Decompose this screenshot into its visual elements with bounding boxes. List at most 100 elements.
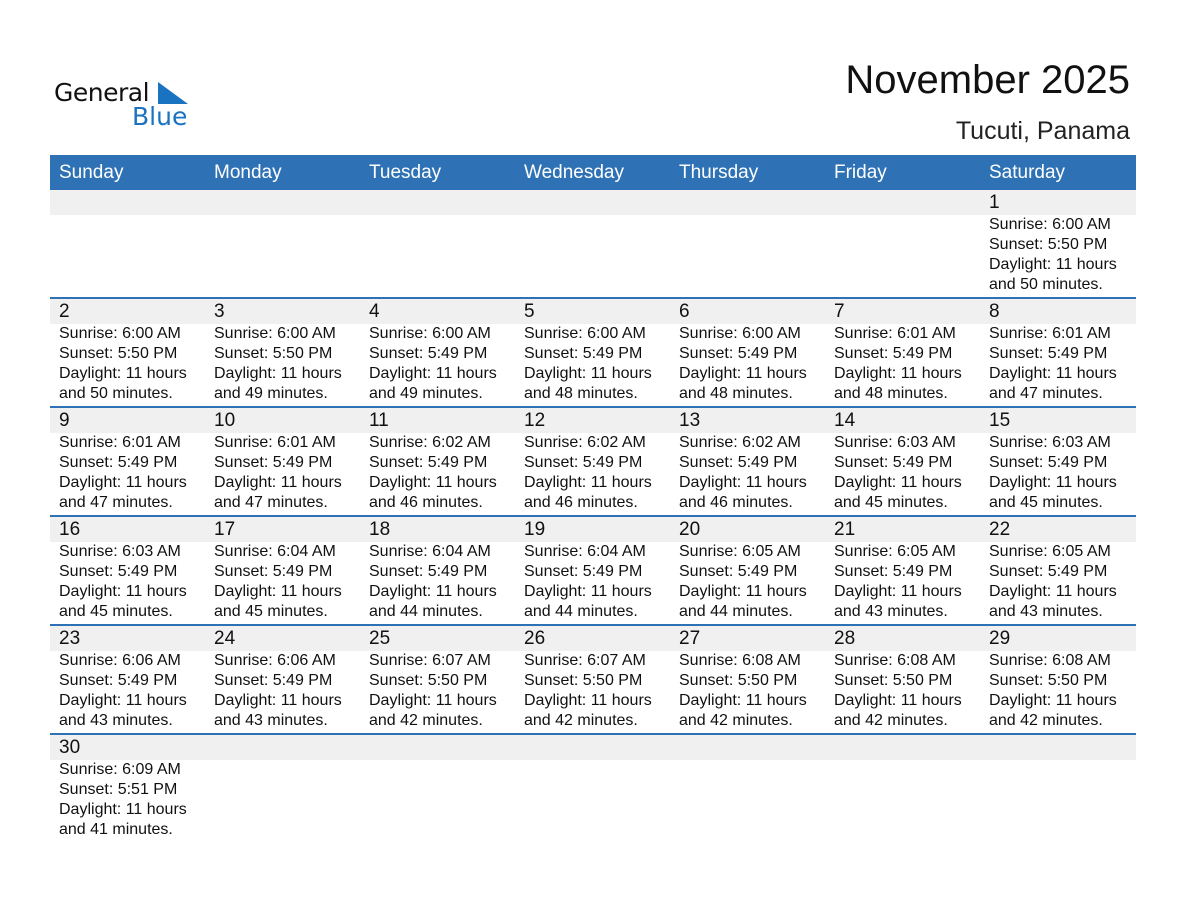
date-number (205, 735, 360, 760)
sunrise-text: Sunrise: 6:03 AM (989, 434, 1111, 451)
empty-cell (360, 190, 515, 297)
daylight-text: and 46 minutes. (524, 494, 638, 511)
daylight-text: Daylight: 11 hours (369, 692, 497, 709)
date-number (670, 735, 825, 760)
day-cell: 8 Sunrise: 6:01 AM Sunset: 5:49 PM Daylight… (980, 299, 1136, 406)
daylight-text: Daylight: 11 hours (59, 801, 187, 818)
day-cell: 9 Sunrise: 6:01 AM Sunset: 5:49 PM Daylight… (50, 408, 205, 515)
daylight-text: and 45 minutes. (989, 494, 1103, 511)
daylight-text: Daylight: 11 hours (679, 583, 807, 600)
week-row: 23 Sunrise: 6:06 AM Sunset: 5:49 PM Dayligh… (50, 626, 1136, 735)
day-cell: 19 Sunrise: 6:04 AM Sunset: 5:49 PM Dayligh… (515, 517, 670, 624)
daylight-text: Daylight: 11 hours (679, 474, 807, 491)
sunset-text: Sunset: 5:49 PM (679, 454, 798, 471)
sunset-text: Sunset: 5:50 PM (214, 345, 333, 362)
day-cell: 23 Sunrise: 6:06 AM Sunset: 5:49 PM Dayligh… (50, 626, 205, 733)
date-number (825, 735, 980, 760)
date-number: 30 (50, 735, 205, 760)
daylight-text: and 48 minutes. (524, 385, 638, 402)
sunset-text: Sunset: 5:49 PM (369, 454, 488, 471)
sunrise-text: Sunrise: 6:06 AM (59, 652, 181, 669)
daylight-text: Daylight: 11 hours (524, 474, 652, 491)
daylight-text: and 50 minutes. (59, 385, 173, 402)
week-row: 30 Sunrise: 6:09 AM Sunset: 5:51 PM Dayligh… (50, 735, 1136, 842)
calendar-grid: Sunday Monday Tuesday Wednesday Thursday Frid… (50, 155, 1136, 842)
date-number: 10 (205, 408, 360, 433)
sunrise-text: Sunrise: 6:01 AM (214, 434, 336, 451)
sunrise-text: Sunrise: 6:07 AM (369, 652, 491, 669)
sunset-text: Sunset: 5:51 PM (59, 781, 178, 798)
date-number (980, 735, 1136, 760)
date-number (670, 190, 825, 215)
date-number: 13 (670, 408, 825, 433)
day-cell: 15 Sunrise: 6:03 AM Sunset: 5:49 PM Dayligh… (980, 408, 1136, 515)
day-cell: 14 Sunrise: 6:03 AM Sunset: 5:49 PM Dayligh… (825, 408, 980, 515)
daylight-text: and 43 minutes. (59, 712, 173, 729)
daylight-text: Daylight: 11 hours (989, 583, 1117, 600)
daylight-text: and 45 minutes. (59, 603, 173, 620)
daylight-text: and 49 minutes. (369, 385, 483, 402)
date-number: 8 (980, 299, 1136, 324)
weekday-tuesday: Tuesday (369, 162, 442, 183)
date-number (50, 190, 205, 215)
sunset-text: Sunset: 5:49 PM (524, 454, 643, 471)
day-cell: 29 Sunrise: 6:08 AM Sunset: 5:50 PM Dayligh… (980, 626, 1136, 733)
sunrise-text: Sunrise: 6:08 AM (834, 652, 956, 669)
empty-cell (825, 735, 980, 842)
daylight-text: and 43 minutes. (834, 603, 948, 620)
calendar-weeks: 1 Sunrise: 6:00 AM Sunset: 5:50 PM Daylight… (50, 190, 1136, 842)
day-cell: 25 Sunrise: 6:07 AM Sunset: 5:50 PM Dayligh… (360, 626, 515, 733)
daylight-text: and 42 minutes. (524, 712, 638, 729)
sunrise-text: Sunrise: 6:00 AM (524, 325, 646, 342)
sunrise-text: Sunrise: 6:00 AM (679, 325, 801, 342)
date-number: 2 (50, 299, 205, 324)
daylight-text: and 42 minutes. (369, 712, 483, 729)
date-number: 28 (825, 626, 980, 651)
sunrise-text: Sunrise: 6:00 AM (59, 325, 181, 342)
daylight-text: Daylight: 11 hours (369, 365, 497, 382)
logo: General Blue (54, 78, 194, 131)
date-number: 18 (360, 517, 515, 542)
date-number: 14 (825, 408, 980, 433)
sunset-text: Sunset: 5:49 PM (834, 454, 953, 471)
date-number: 5 (515, 299, 670, 324)
daylight-text: Daylight: 11 hours (834, 692, 962, 709)
date-number: 23 (50, 626, 205, 651)
sunset-text: Sunset: 5:50 PM (59, 345, 178, 362)
daylight-text: Daylight: 11 hours (679, 692, 807, 709)
day-cell: 30 Sunrise: 6:09 AM Sunset: 5:51 PM Dayligh… (50, 735, 205, 842)
daylight-text: Daylight: 11 hours (59, 474, 187, 491)
sunset-text: Sunset: 5:50 PM (989, 672, 1108, 689)
daylight-text: Daylight: 11 hours (214, 474, 342, 491)
date-number (515, 735, 670, 760)
daylight-text: Daylight: 11 hours (989, 474, 1117, 491)
weekday-monday: Monday (214, 162, 282, 183)
date-number: 26 (515, 626, 670, 651)
week-row: 16 Sunrise: 6:03 AM Sunset: 5:49 PM Dayligh… (50, 517, 1136, 626)
daylight-text: and 45 minutes. (834, 494, 948, 511)
date-number: 4 (360, 299, 515, 324)
empty-cell (980, 735, 1136, 842)
sunset-text: Sunset: 5:50 PM (834, 672, 953, 689)
date-number: 7 (825, 299, 980, 324)
daylight-text: and 50 minutes. (989, 276, 1103, 293)
daylight-text: and 42 minutes. (679, 712, 793, 729)
day-cell: 6 Sunrise: 6:00 AM Sunset: 5:49 PM Daylight… (670, 299, 825, 406)
empty-cell (825, 190, 980, 297)
date-number: 29 (980, 626, 1136, 651)
day-cell: 27 Sunrise: 6:08 AM Sunset: 5:50 PM Dayligh… (670, 626, 825, 733)
location-subtitle: Tucuti, Panama (955, 117, 1130, 145)
day-cell: 3 Sunrise: 6:00 AM Sunset: 5:50 PM Daylight… (205, 299, 360, 406)
day-cell: 7 Sunrise: 6:01 AM Sunset: 5:49 PM Daylight… (825, 299, 980, 406)
sunset-text: Sunset: 5:49 PM (59, 672, 178, 689)
sunset-text: Sunset: 5:49 PM (369, 563, 488, 580)
date-number: 22 (980, 517, 1136, 542)
day-cell: 11 Sunrise: 6:02 AM Sunset: 5:49 PM Dayligh… (360, 408, 515, 515)
weekday-header: Sunday Monday Tuesday Wednesday Thursday Frid… (50, 155, 1136, 190)
daylight-text: and 46 minutes. (679, 494, 793, 511)
date-number: 1 (980, 190, 1136, 215)
date-number: 16 (50, 517, 205, 542)
date-number: 21 (825, 517, 980, 542)
daylight-text: and 43 minutes. (214, 712, 328, 729)
sunrise-text: Sunrise: 6:01 AM (989, 325, 1111, 342)
